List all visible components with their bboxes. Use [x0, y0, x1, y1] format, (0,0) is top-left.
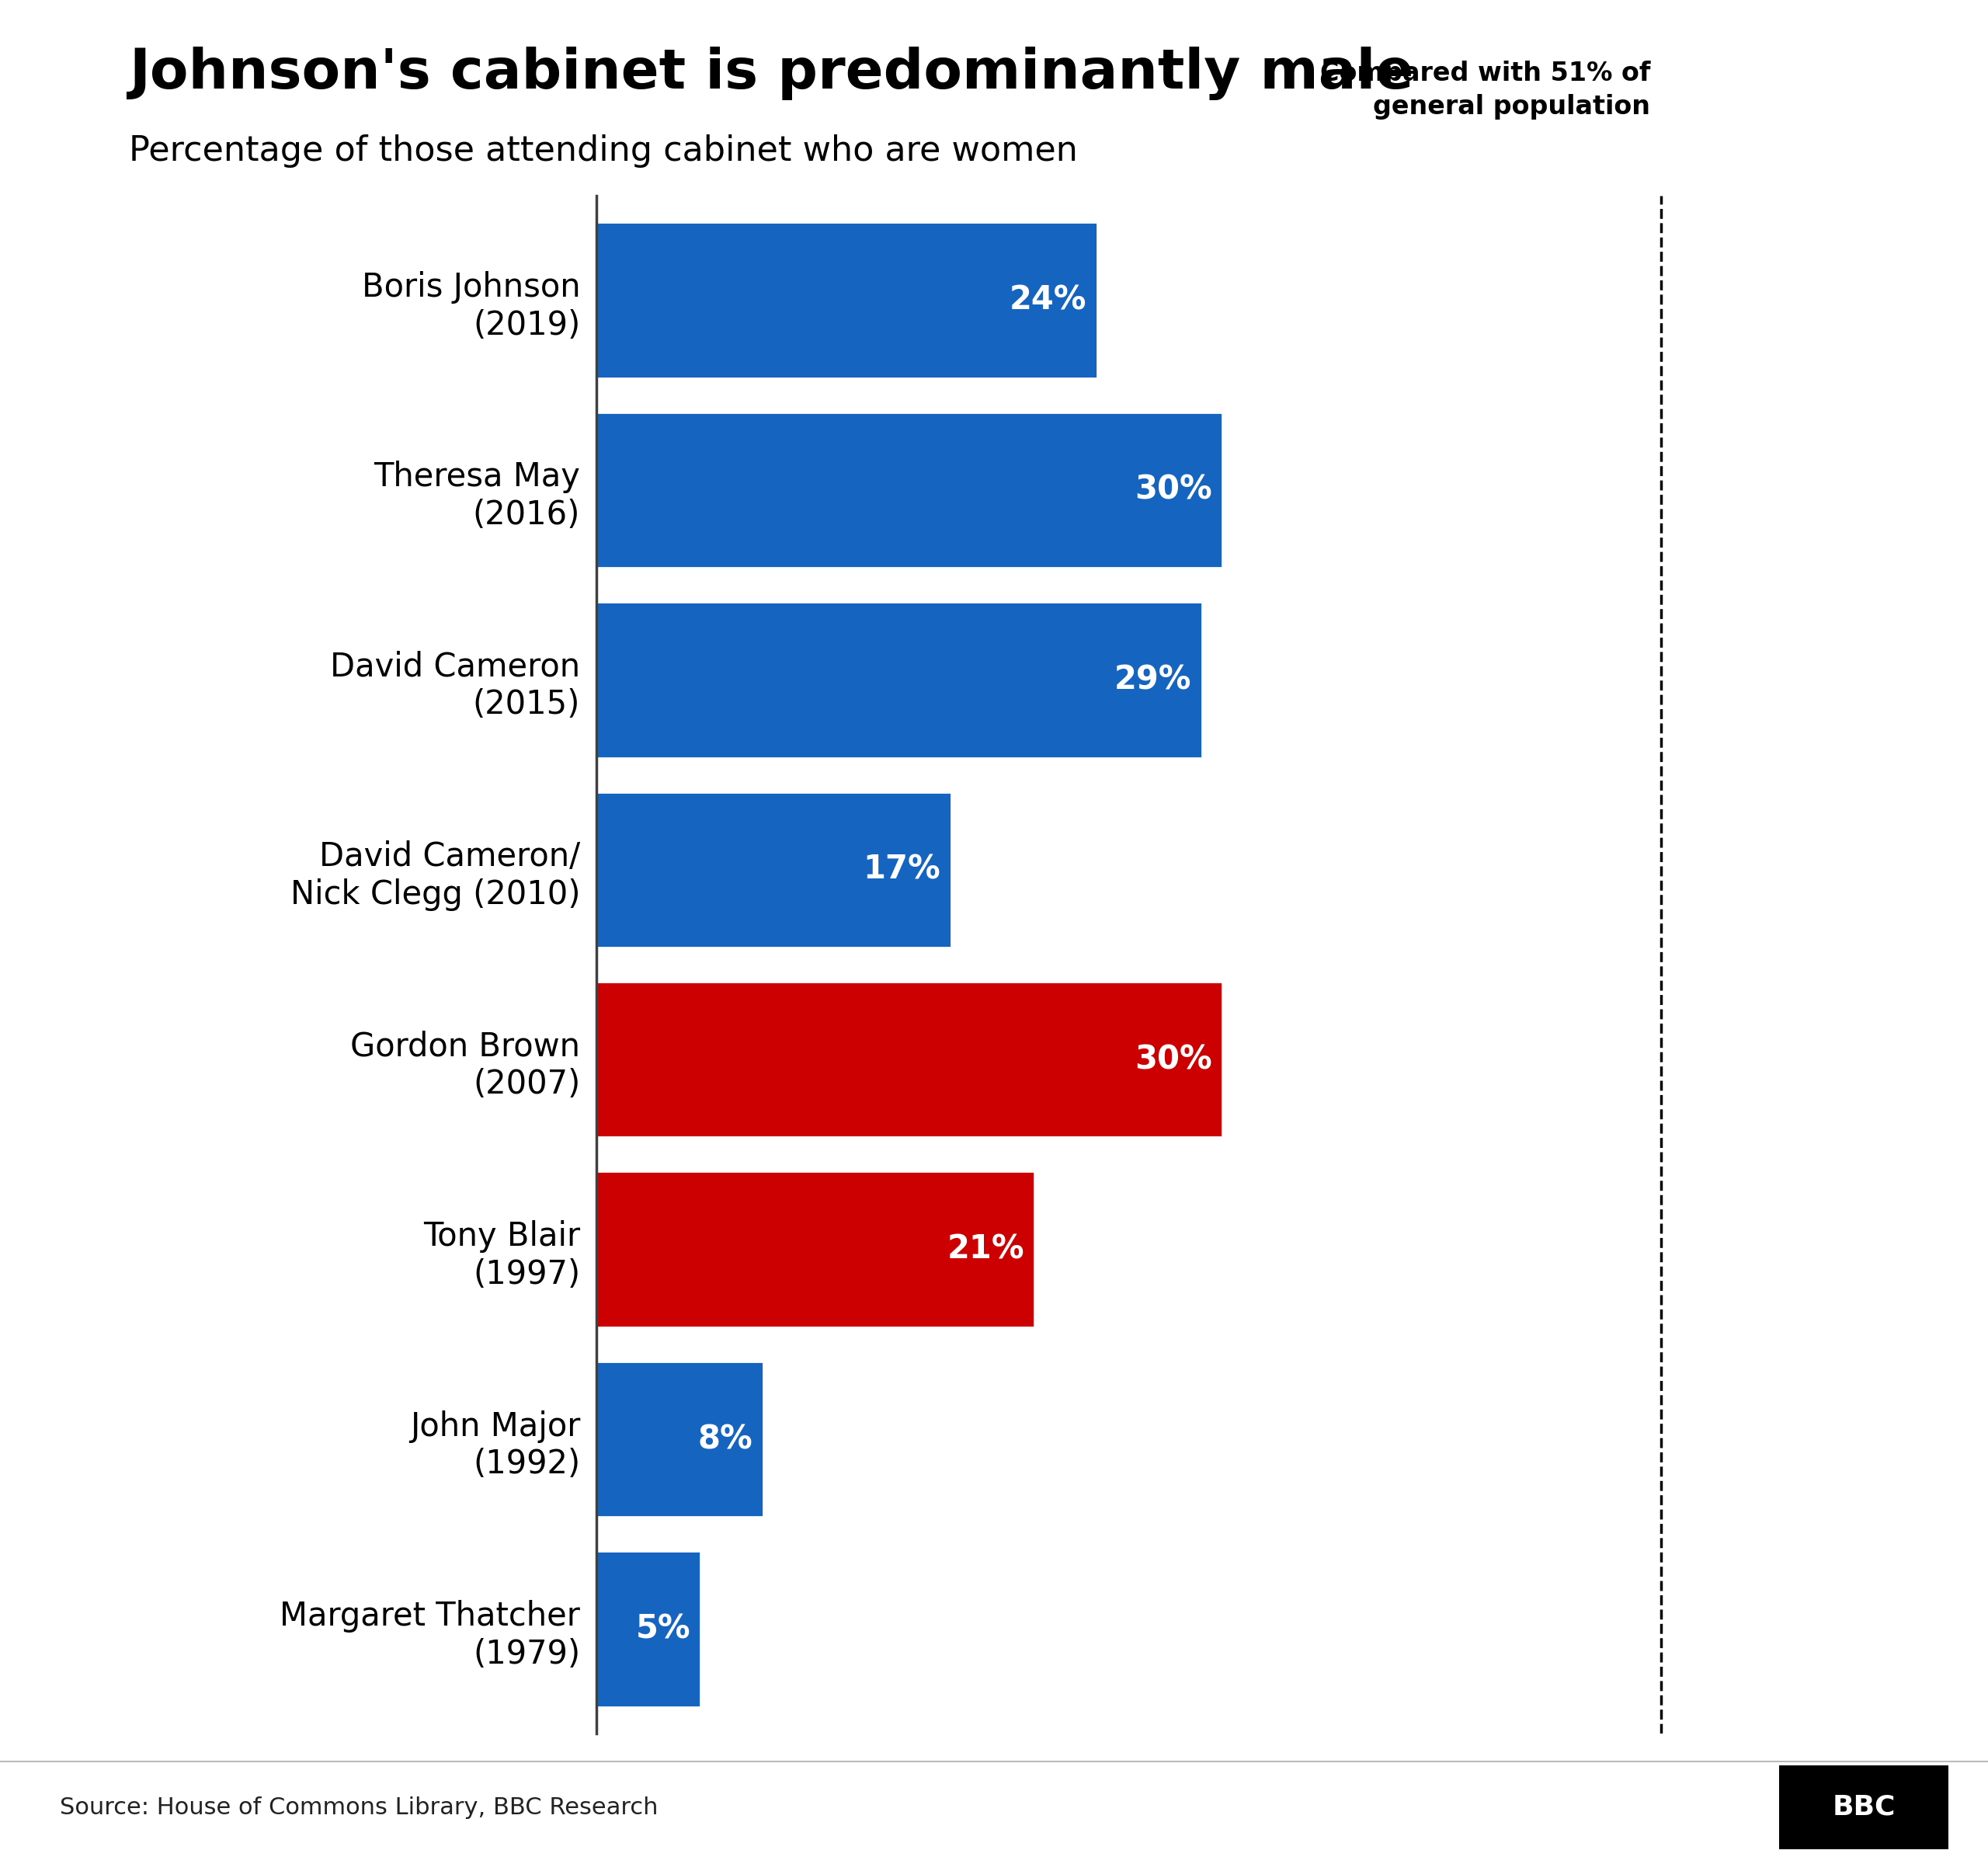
- Text: 29%: 29%: [1113, 664, 1191, 695]
- Bar: [596, 1551, 702, 1707]
- Text: Compared with 51% of
general population: Compared with 51% of general population: [1320, 60, 1650, 119]
- Bar: [596, 792, 952, 947]
- Text: Source: House of Commons Library, BBC Research: Source: House of Commons Library, BBC Re…: [60, 1797, 658, 1819]
- Text: 30%: 30%: [1135, 473, 1213, 507]
- Text: 30%: 30%: [1135, 1044, 1213, 1076]
- Text: 24%: 24%: [1010, 283, 1087, 317]
- Text: Johnson's cabinet is predominantly male: Johnson's cabinet is predominantly male: [129, 47, 1413, 101]
- Bar: [596, 412, 1223, 569]
- Text: 21%: 21%: [946, 1234, 1024, 1266]
- Text: 17%: 17%: [863, 854, 940, 885]
- Text: BBC: BBC: [1833, 1793, 1895, 1821]
- Text: 5%: 5%: [636, 1612, 690, 1646]
- Bar: [596, 982, 1223, 1137]
- Bar: [596, 1172, 1036, 1327]
- Text: 8%: 8%: [698, 1422, 753, 1456]
- Bar: [596, 602, 1201, 757]
- Text: Percentage of those attending cabinet who are women: Percentage of those attending cabinet wh…: [129, 134, 1077, 168]
- Bar: [596, 222, 1097, 378]
- Bar: [596, 1361, 763, 1517]
